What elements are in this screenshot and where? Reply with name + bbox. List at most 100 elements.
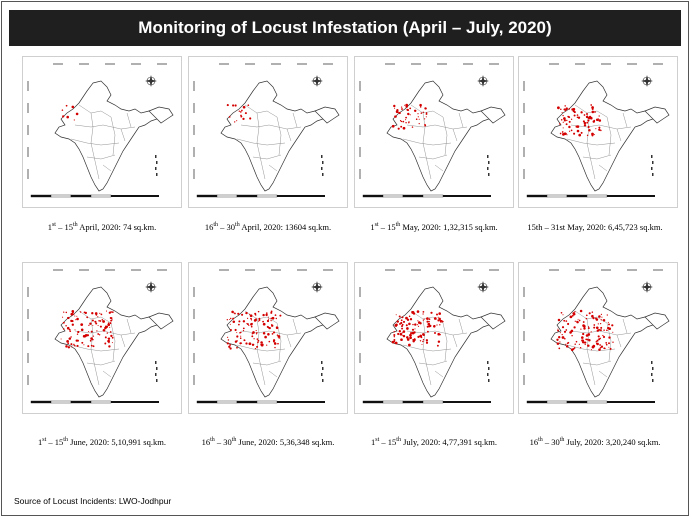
infestation-mark — [111, 336, 114, 339]
infestation-mark — [556, 342, 560, 345]
infestation-mark — [566, 342, 568, 345]
panel-caption-7: 1st – 15th July, 2020: 4,77,391 sq.km. — [344, 437, 524, 447]
infestation-mark — [408, 322, 411, 326]
northeast-outline — [480, 312, 506, 330]
infestation-mark — [92, 335, 95, 337]
infestation-mark — [414, 328, 416, 330]
caption-end: – 30 — [214, 437, 232, 447]
infestation-mark — [108, 341, 110, 344]
infestation-mark — [409, 114, 411, 116]
infestation-mark — [426, 317, 429, 320]
infestation-mark — [238, 110, 240, 112]
infestation-mark — [238, 320, 241, 323]
infestation-mark — [262, 331, 266, 335]
infestation-mark — [102, 328, 106, 332]
scale-bar — [526, 400, 655, 404]
infestation-mark — [587, 116, 591, 120]
graticule-label — [359, 169, 361, 179]
infestation-mark — [234, 340, 238, 343]
infestation-mark — [257, 341, 259, 344]
infestation-mark — [588, 312, 591, 315]
infestation-mark — [405, 324, 408, 327]
infestation-mark — [251, 335, 254, 338]
infestation-mark — [400, 106, 403, 108]
infestation-mark — [71, 309, 75, 313]
infestation-mark — [413, 109, 417, 113]
infestation-mark — [400, 321, 403, 325]
infestation-mark — [110, 317, 113, 320]
infestation-mark — [605, 342, 608, 344]
infestation-mark — [111, 311, 114, 313]
infestation-mark — [599, 329, 602, 332]
island — [652, 173, 654, 176]
infestation-mark — [591, 311, 594, 313]
state-boundary — [90, 112, 100, 180]
caption-end-suffix: th — [559, 437, 565, 444]
infestation-mark — [394, 341, 398, 345]
infestation-mark — [437, 332, 440, 336]
infestation-mark — [400, 125, 403, 128]
infestation-mark — [598, 119, 602, 122]
state-boundary — [78, 310, 112, 324]
caption-end: – 15 — [379, 437, 397, 447]
infestation-mark — [562, 314, 564, 316]
infestation-mark — [73, 313, 75, 315]
infestation-mark — [393, 341, 396, 343]
infestation-mark — [587, 327, 590, 330]
infestation-mark — [415, 118, 418, 120]
infestation-mark — [106, 332, 108, 334]
infestation-mark — [260, 343, 264, 347]
island — [155, 361, 157, 364]
graticule-label — [523, 169, 525, 179]
infestation-mark — [576, 116, 579, 119]
graticule-label — [193, 169, 195, 179]
state-boundary — [110, 322, 116, 362]
island — [652, 161, 654, 164]
state-boundary — [240, 330, 302, 336]
infestation-mark — [599, 344, 601, 346]
graticule-label — [271, 63, 281, 65]
infestation-mark — [107, 322, 110, 324]
graticule-label — [131, 269, 141, 271]
infestation-mark — [408, 315, 411, 318]
state-boundary — [566, 344, 616, 352]
map-panel-8 — [518, 262, 678, 414]
caption-start: 15th – 31st May, 2020: 6,45,723 sq.km. — [527, 222, 663, 232]
island — [652, 379, 654, 382]
infestation-mark — [586, 338, 589, 341]
infestation-mark — [569, 315, 573, 319]
infestation-mark — [236, 335, 239, 338]
infestation-mark — [250, 325, 253, 328]
infestation-mark — [565, 345, 569, 348]
northeast-outline — [314, 106, 340, 124]
caption-area: May, 2020: 1,32,315 sq.km. — [400, 222, 498, 232]
state-boundary — [458, 112, 464, 128]
island — [322, 379, 324, 382]
graticule-label — [601, 63, 611, 65]
infestation-mark — [422, 111, 425, 114]
infestation-mark — [391, 340, 395, 344]
infestation-mark — [272, 340, 275, 343]
infestation-mark — [417, 320, 419, 322]
graticule-label — [359, 353, 361, 363]
caption-area: July, 2020: 3,20,240 sq.km. — [564, 437, 661, 447]
infestation-mark — [417, 335, 420, 339]
infestation-mark — [90, 330, 93, 333]
infestation-mark — [239, 342, 242, 345]
north-arrow-icon — [145, 75, 157, 87]
infestation-mark — [596, 339, 599, 342]
infestation-mark — [439, 324, 441, 326]
infestation-mark — [271, 324, 274, 327]
graticule-label — [27, 169, 29, 179]
state-boundary — [78, 104, 112, 118]
infestation-mark — [579, 309, 583, 313]
graticule-label — [193, 125, 195, 135]
infestation-mark — [406, 338, 410, 341]
infestation-mark — [578, 319, 581, 322]
infestation-mark — [237, 312, 240, 315]
island — [322, 173, 324, 176]
infestation-mark — [583, 121, 587, 125]
infestation-mark — [231, 310, 234, 314]
infestation-mark — [567, 115, 570, 118]
scale-bar — [362, 194, 491, 198]
